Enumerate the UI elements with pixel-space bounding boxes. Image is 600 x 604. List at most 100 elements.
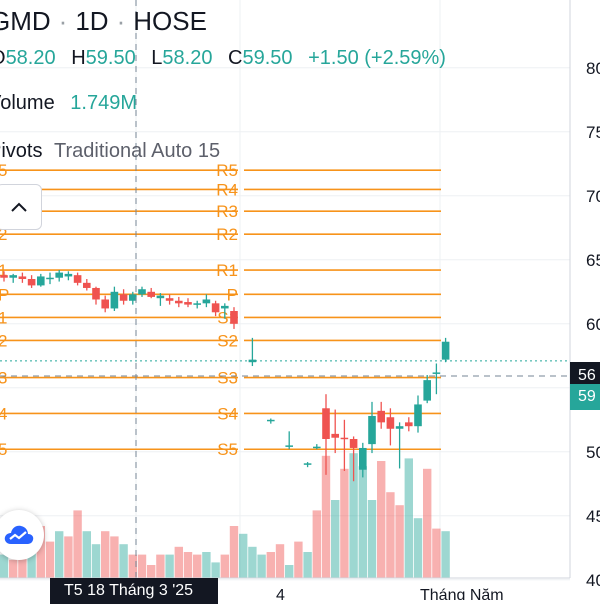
candle-body (193, 303, 201, 305)
pivot-label-left: 2 (0, 331, 7, 350)
last-price-box: 59 (570, 384, 600, 410)
volume-bar (377, 461, 386, 578)
candle-body (331, 433, 339, 438)
pivot-label-left: 2 (0, 225, 7, 244)
volume-bar (220, 554, 229, 578)
volume-bar (432, 528, 441, 578)
pivot-label: S3 (217, 369, 238, 388)
volume-bar (64, 536, 73, 578)
candle-body (303, 463, 312, 465)
time-tick-label: 4 (276, 587, 285, 600)
pivots-label: Pivots (0, 140, 43, 162)
candle-body (0, 275, 8, 278)
volume-bar (395, 505, 404, 578)
candle-body (147, 291, 155, 297)
volume-legend[interactable]: Volume 1.749M (0, 92, 137, 115)
symbol-legend[interactable]: GMD · 1D · HOSE (0, 6, 207, 37)
volume-label: Volume (0, 92, 55, 114)
volume-bar (165, 554, 174, 578)
volume-bar (340, 468, 349, 578)
candle-body (165, 298, 174, 301)
volume-bar (27, 539, 36, 578)
candle-body (248, 359, 257, 363)
pivot-label: R3 (216, 202, 238, 221)
price-axis: 807570656055504540 (569, 0, 600, 600)
volume-bar (137, 554, 147, 578)
candle-body (322, 408, 330, 439)
pivot-label-left: 5 (0, 440, 7, 459)
pivot-label-left: 5 (0, 161, 7, 180)
candle-body (64, 273, 73, 277)
volume-bar (91, 544, 101, 578)
volume-bar (0, 554, 9, 578)
volume-bar (441, 531, 450, 578)
candle-body (175, 300, 183, 304)
candle-body (202, 299, 211, 304)
volume-bar (285, 565, 294, 578)
cloud-logo-icon[interactable] (0, 510, 44, 560)
candle-body (377, 410, 385, 423)
price-tick-label: 75 (586, 123, 600, 142)
ohlc-legend: O58.20 H59.50 L58.20 C59.50 +1.50 (+2.59… (0, 47, 446, 70)
volume-bar (45, 541, 55, 578)
volume-bar (147, 565, 156, 578)
volume-bar (386, 492, 395, 578)
volume-bar (367, 500, 377, 578)
volume-bar (294, 541, 303, 578)
crosshair-date-badge: T5 18 Tháng 3 '25 (50, 578, 218, 604)
price-tick-label: 60 (586, 315, 600, 334)
candle-body (55, 272, 63, 278)
chart-grid (0, 0, 570, 581)
volume-bar (202, 552, 211, 578)
volume-bar (73, 510, 82, 578)
candle-body (267, 419, 275, 422)
volume-bar (101, 531, 110, 578)
high-label: H (71, 47, 86, 69)
candle-body (110, 291, 119, 309)
candles (0, 270, 450, 482)
pivots-legend[interactable]: Pivots Traditional Auto 15 (0, 140, 220, 163)
high-value: 59.50 (85, 47, 136, 69)
pivot-label: R1 (216, 261, 238, 280)
candle-body (211, 303, 220, 313)
volume-bar (229, 526, 239, 578)
candle-body (386, 417, 395, 429)
candle-body (368, 415, 376, 445)
volume-bar (404, 458, 413, 578)
candle-body (359, 447, 367, 470)
change-value: +1.50 (+2.59%) (308, 47, 446, 69)
volume-bar (275, 544, 285, 578)
candle-body (46, 277, 54, 280)
candle-body (18, 276, 27, 279)
close-value: 59.50 (242, 47, 293, 69)
close-label: C (228, 47, 243, 69)
volume-bar (248, 546, 257, 578)
candle-body (9, 275, 17, 278)
volume-bar (358, 466, 367, 578)
volume-bar (174, 546, 183, 578)
time-tick-label: Tháng Năm (420, 587, 504, 600)
pivot-label: S4 (217, 404, 238, 423)
volume-bar (423, 468, 432, 578)
price-tick-label: 45 (586, 507, 600, 526)
candle-body (441, 341, 450, 360)
candle-body (395, 426, 404, 429)
volume-bar (119, 544, 128, 578)
volume-bar (303, 552, 312, 578)
collapse-legend-button[interactable] (0, 184, 42, 230)
candle-body (37, 276, 45, 286)
candle-body (313, 446, 321, 449)
candle-body (414, 404, 422, 427)
volume-bar (257, 554, 266, 578)
pivot-label-left: 4 (0, 404, 7, 423)
pivot-label-left: 1 (0, 261, 7, 280)
volume-bar (266, 552, 275, 578)
chevron-up-icon (11, 202, 27, 212)
volume-bar (156, 554, 165, 578)
volume-bar (211, 562, 220, 578)
candle-body (119, 294, 128, 301)
pivot-label-left: 1 (0, 308, 7, 327)
price-tick-label: 50 (586, 443, 600, 462)
volume-bar (239, 533, 248, 578)
